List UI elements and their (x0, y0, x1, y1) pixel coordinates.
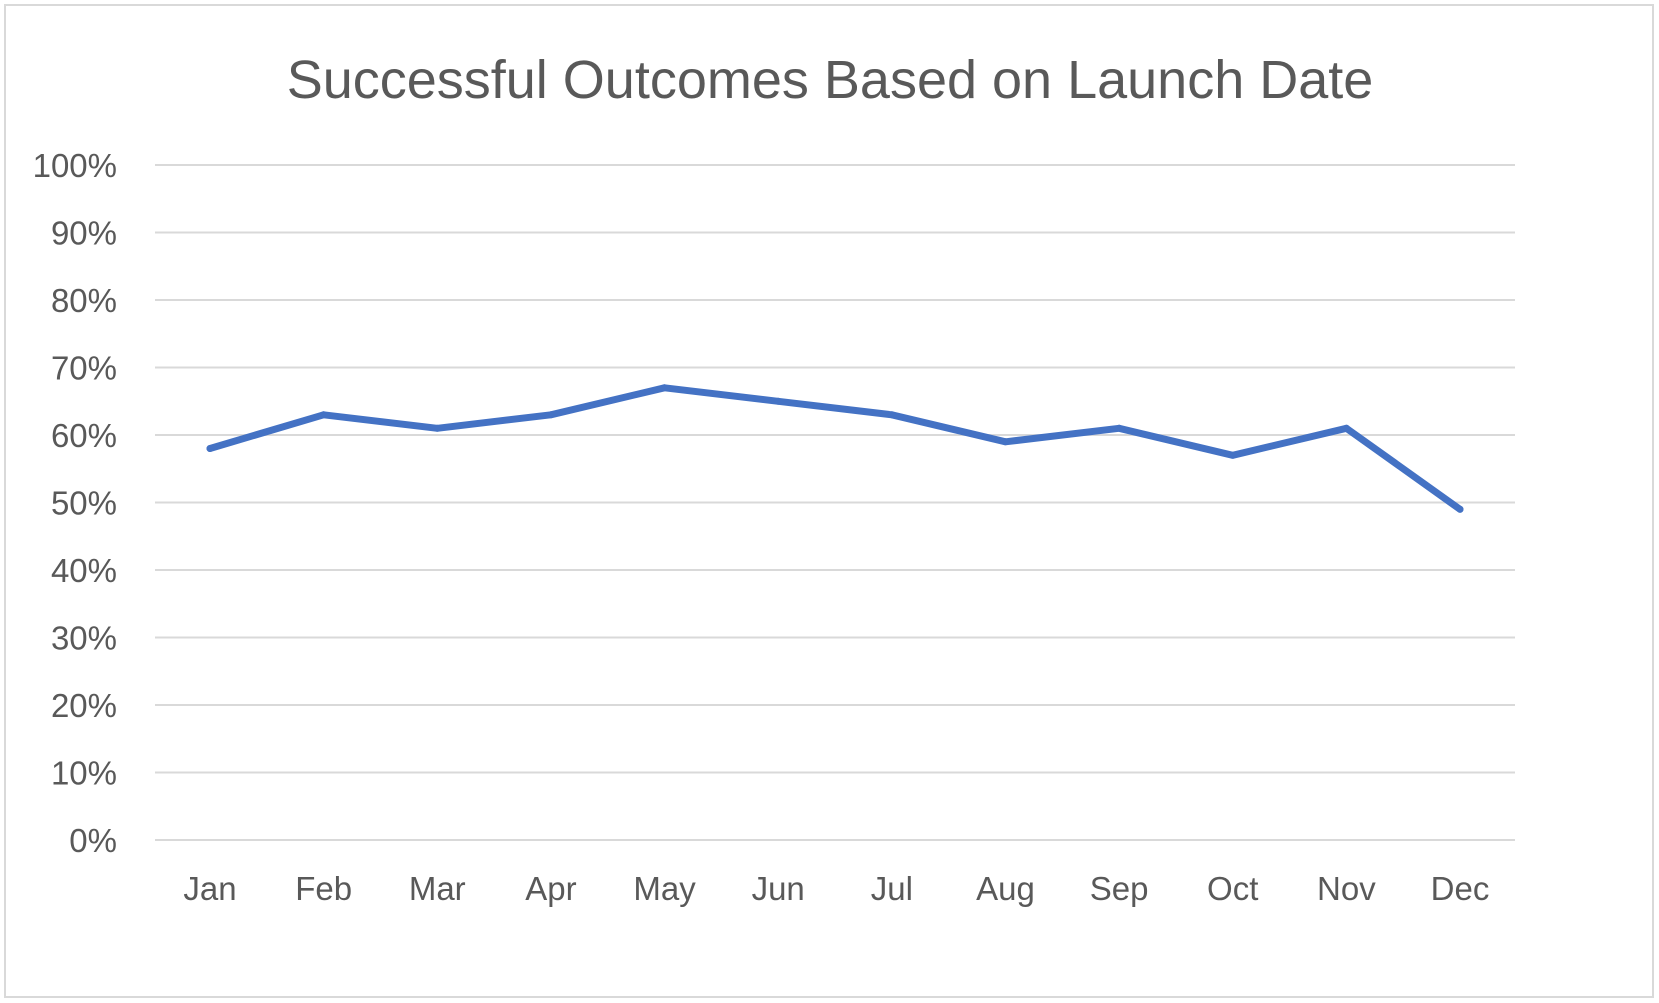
x-tick-label: Nov (1317, 870, 1376, 907)
data-point (1001, 438, 1009, 446)
y-tick-label: 80% (51, 282, 117, 319)
chart-frame (4, 4, 1654, 998)
series-line (206, 384, 1464, 513)
x-tick-label: Apr (525, 870, 576, 907)
data-point (774, 397, 782, 405)
y-tick-label: 0% (69, 822, 117, 859)
data-point (206, 445, 214, 452)
x-axis-tick-labels: Jan Feb Mar Apr May Jun Jul Aug Sep Oct Nov Dec (183, 870, 1489, 907)
chart-title: Successful Outcomes Based on Launch Date (287, 50, 1374, 110)
y-tick-label: 20% (51, 687, 117, 724)
data-point (1115, 424, 1123, 432)
y-tick-label: 50% (51, 485, 117, 522)
data-point (433, 424, 441, 432)
x-tick-label: Mar (409, 870, 466, 907)
data-point (661, 384, 669, 392)
x-tick-label: Jan (183, 870, 236, 907)
data-point (1456, 505, 1464, 513)
y-tick-label: 90% (51, 215, 117, 252)
y-tick-label: 100% (33, 147, 117, 184)
y-axis-tick-labels: 0% 10% 20% 30% 40% 50% 60% 70% 80% 90% 100% (33, 147, 117, 859)
data-point (547, 411, 555, 419)
data-point (320, 411, 328, 419)
y-tick-label: 40% (51, 552, 117, 589)
x-tick-label: Oct (1207, 870, 1258, 907)
x-tick-label: Aug (976, 870, 1035, 907)
x-tick-label: Sep (1090, 870, 1149, 907)
x-tick-label: Feb (295, 870, 352, 907)
x-tick-label: Dec (1431, 870, 1490, 907)
data-point (1342, 424, 1350, 432)
y-tick-label: 10% (51, 755, 117, 792)
data-point (888, 411, 896, 419)
x-tick-label: May (633, 870, 696, 907)
y-tick-label: 60% (51, 417, 117, 454)
x-tick-label: Jun (752, 870, 805, 907)
data-point (1229, 451, 1237, 459)
x-tick-label: Jul (871, 870, 913, 907)
y-tick-label: 70% (51, 350, 117, 387)
series-layer (206, 384, 1464, 513)
gridlines (155, 164, 1515, 841)
y-tick-label: 30% (51, 620, 117, 657)
